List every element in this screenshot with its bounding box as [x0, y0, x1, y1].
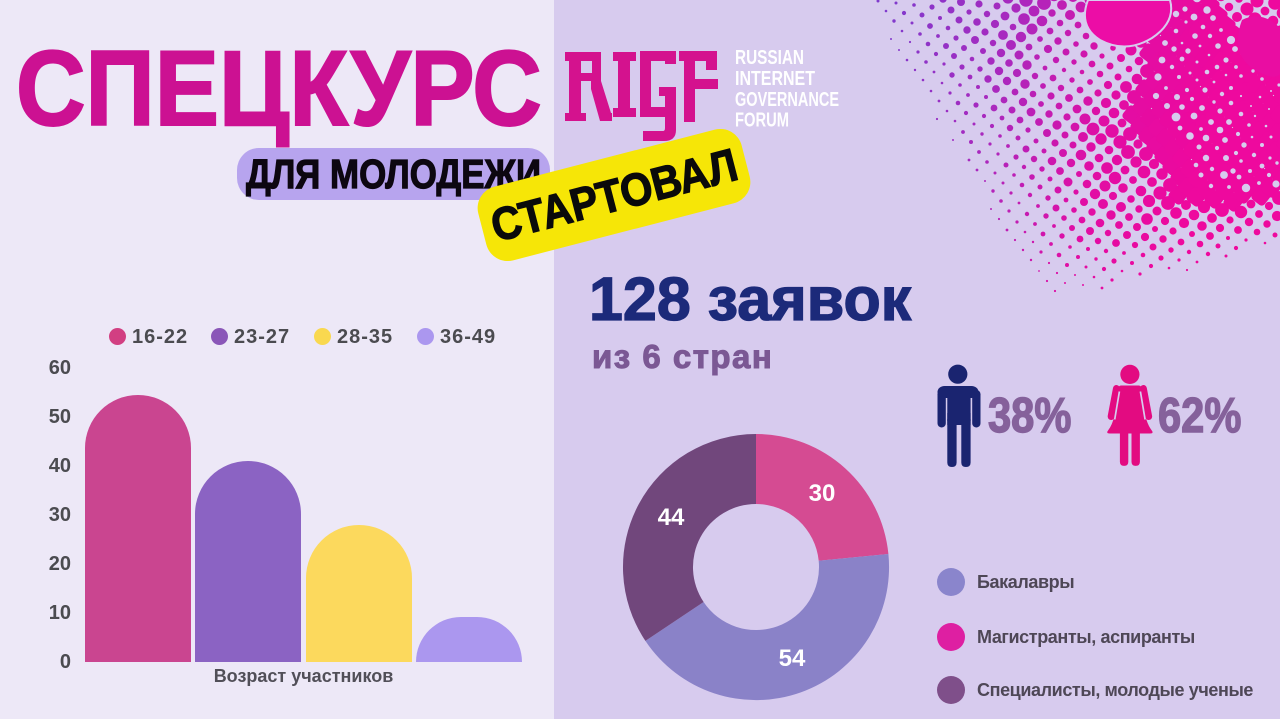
- svg-text:RUSSIAN: RUSSIAN: [735, 46, 804, 69]
- svg-text:INTERNET: INTERNET: [735, 67, 815, 90]
- svg-text:FORUM: FORUM: [735, 109, 789, 132]
- svg-text:GOVERNANCE: GOVERNANCE: [735, 88, 839, 111]
- svg-text:54: 54: [779, 645, 806, 672]
- svg-text:44: 44: [658, 504, 685, 531]
- svg-text:30: 30: [809, 480, 836, 507]
